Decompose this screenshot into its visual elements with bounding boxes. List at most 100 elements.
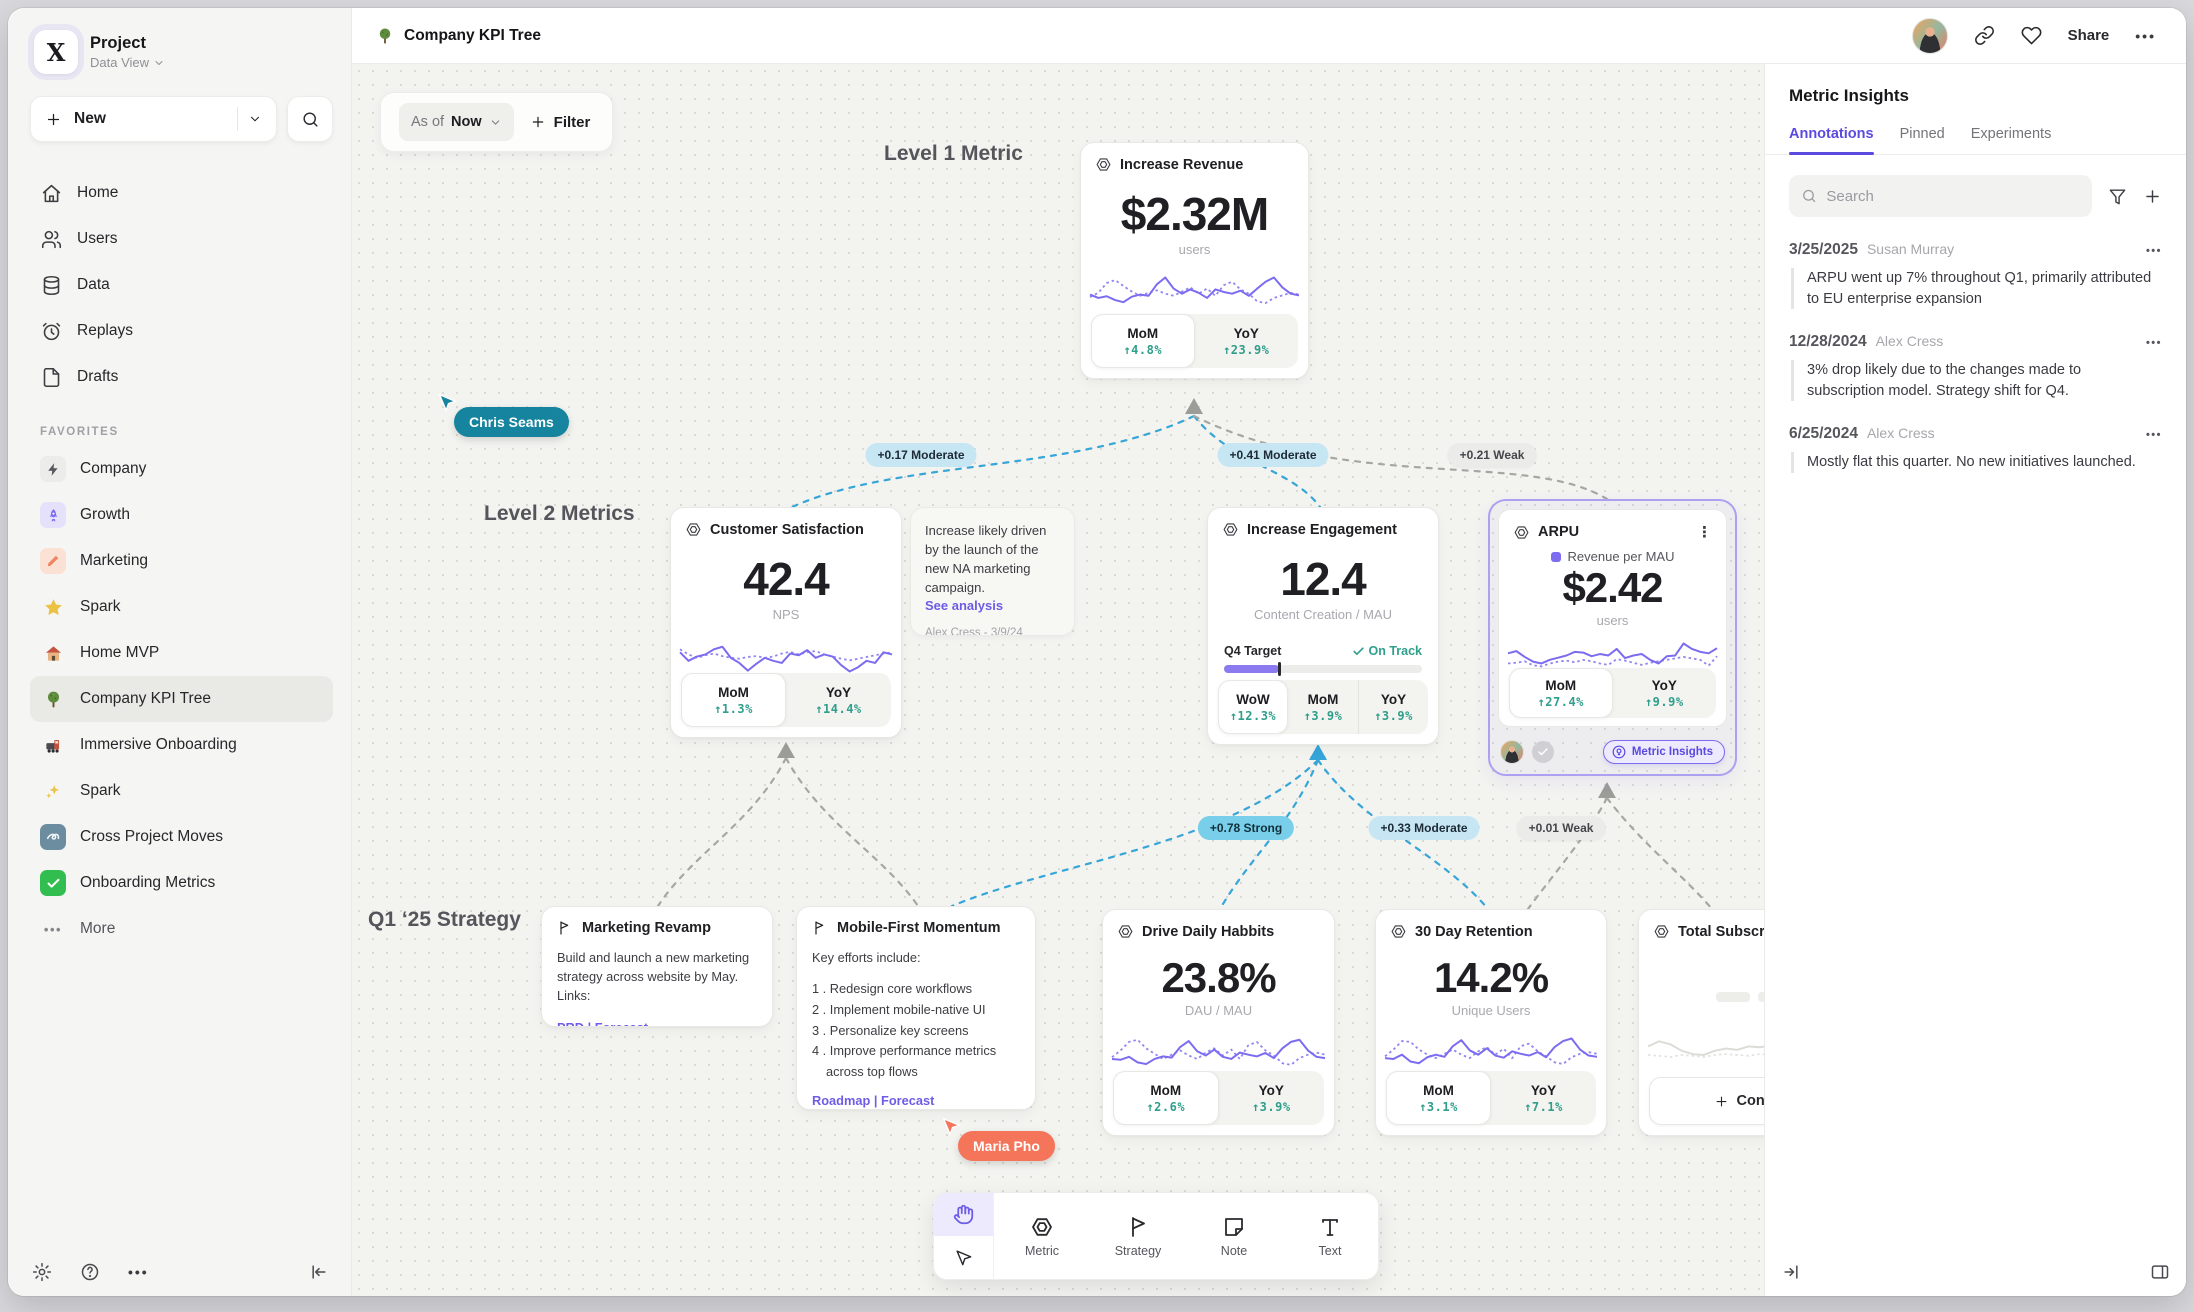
- metric-card-increase-engagement[interactable]: Increase Engagement 12.4 Content Creatio…: [1207, 507, 1439, 745]
- select-tool-button[interactable]: [934, 1236, 993, 1279]
- text-tool-button[interactable]: Text: [1282, 1193, 1378, 1279]
- metric-card-total-subscriptions[interactable]: Total Subscriptions Connect: [1638, 909, 1764, 1136]
- filter-button[interactable]: Filter: [530, 114, 595, 131]
- plus-icon: [1716, 1096, 1726, 1106]
- metric-value: $2.32M: [1120, 188, 1269, 240]
- collaborator-cursor-chris: Chris Seams: [436, 392, 569, 437]
- sidebar-item-spark-2[interactable]: Spark: [30, 768, 333, 814]
- canvas-toolbar: As of Now Filter: [380, 92, 614, 152]
- topbar: Company KPI Tree Share •••: [352, 8, 2186, 64]
- new-button-label: New: [74, 110, 106, 127]
- home-icon: [40, 182, 62, 204]
- sidebar-item-replays[interactable]: Replays: [30, 308, 333, 354]
- sidebar-item-company[interactable]: Company: [30, 446, 333, 492]
- edge-label-correlation: +0.01 Weak: [1516, 816, 1606, 840]
- kebab-menu-icon[interactable]: ⋮: [1697, 524, 1712, 541]
- metric-card-30-day-retention[interactable]: 30 Day Retention 14.2% Unique Users MoM ↑…: [1375, 909, 1607, 1136]
- heart-icon[interactable]: [2021, 25, 2042, 46]
- chevron-down-icon[interactable]: [248, 112, 262, 126]
- note-card[interactable]: Increase likely driven by the launch of …: [910, 507, 1075, 636]
- sidebar-item-users[interactable]: Users: [30, 216, 333, 262]
- filter-funnel-icon[interactable]: [2108, 187, 2127, 206]
- tab-experiments[interactable]: Experiments: [1970, 126, 2052, 142]
- new-button[interactable]: New: [30, 96, 277, 142]
- skeleton-bar: [1758, 992, 1764, 1002]
- strategy-links[interactable]: Roadmap | Forecast: [812, 1092, 935, 1108]
- sidebar-item-marketing[interactable]: Marketing: [30, 538, 333, 584]
- search-button[interactable]: [287, 96, 333, 142]
- as-of-value: Now: [451, 114, 482, 130]
- link-icon[interactable]: [1974, 25, 1995, 46]
- note-tool-button[interactable]: Note: [1186, 1193, 1282, 1279]
- metric-card-arpu-selected[interactable]: ARPU ⋮ Revenue per MAU $2.42 users MoM ↑27…: [1488, 499, 1737, 776]
- annotations-search[interactable]: [1789, 175, 2092, 217]
- sidebar-item-drafts[interactable]: Drafts: [30, 354, 333, 400]
- sidebar-item-spark[interactable]: Spark: [30, 584, 333, 630]
- metric-card-drive-daily-habbits[interactable]: Drive Daily Habbits 23.8% DAU / MAU MoM ↑…: [1102, 909, 1335, 1136]
- collaborator-cursor-maria: Maria Pho: [940, 1116, 1055, 1161]
- strategy-links[interactable]: PRD | Forecast: [542, 1006, 772, 1026]
- sidebar-item-company-kpi-tree[interactable]: Company KPI Tree: [30, 676, 333, 722]
- data-view-dropdown[interactable]: Data View: [90, 55, 165, 70]
- help-icon[interactable]: [80, 1262, 100, 1282]
- kpi-canvas[interactable]: As of Now Filter Level 1 Metric Level 2 …: [352, 64, 1764, 1296]
- annotation-date: 6/25/2024: [1789, 425, 1858, 443]
- sidebar-item-home-mvp[interactable]: Home MVP: [30, 630, 333, 676]
- annotation-item[interactable]: 12/28/2024 Alex Cress ••• 3% drop likely…: [1765, 309, 2186, 402]
- project-switcher[interactable]: X Project Data View: [30, 30, 333, 74]
- metric-card-customer-satisfaction[interactable]: Customer Satisfaction 42.4 NPS MoM ↑1.3% …: [670, 507, 902, 738]
- annotation-item[interactable]: 6/25/2024 Alex Cress ••• Mostly flat thi…: [1765, 401, 2186, 473]
- skeleton-bar: [1716, 992, 1750, 1002]
- annotation-menu-icon[interactable]: •••: [2145, 245, 2162, 257]
- see-analysis-link[interactable]: See analysis: [925, 598, 1004, 614]
- note-author: Alex Cress - 3/9/24: [925, 627, 1023, 636]
- sidebar-item-home[interactable]: Home: [30, 170, 333, 216]
- sidebar-item-growth[interactable]: Growth: [30, 492, 333, 538]
- collapse-sidebar-icon[interactable]: [309, 1262, 329, 1282]
- search-input[interactable]: [1826, 187, 2080, 205]
- sparkline-placeholder: [1648, 1018, 1764, 1072]
- collapse-panel-icon[interactable]: [1781, 1262, 1801, 1282]
- hand-icon: [953, 1204, 974, 1225]
- ellipsis-icon: •••: [43, 921, 63, 937]
- sidebar-item-data[interactable]: Data: [30, 262, 333, 308]
- add-annotation-icon[interactable]: [2143, 187, 2162, 206]
- metric-icon: [1223, 523, 1238, 536]
- metric-insights-button[interactable]: Metric Insights: [1602, 740, 1725, 764]
- connect-button[interactable]: Connect: [1649, 1077, 1764, 1125]
- metric-unit: Content Creation / MAU: [1253, 607, 1392, 622]
- strategy-tool-button[interactable]: Strategy: [1090, 1193, 1186, 1279]
- annotation-menu-icon[interactable]: •••: [2145, 429, 2162, 442]
- sidebar-item-cross-project-moves[interactable]: Cross Project Moves: [30, 814, 333, 860]
- gear-icon[interactable]: [32, 1262, 52, 1282]
- tab-pinned[interactable]: Pinned: [1899, 126, 1945, 142]
- annotation-menu-icon[interactable]: •••: [2145, 337, 2162, 350]
- sidebar-item-onboarding-metrics[interactable]: Onboarding Metrics: [30, 860, 333, 906]
- menu-icon[interactable]: •••: [2135, 27, 2156, 44]
- as-of-dropdown[interactable]: As of Now: [399, 103, 514, 141]
- target-progress-bar: [1224, 662, 1422, 676]
- metric-card-arpu[interactable]: ARPU ⋮ Revenue per MAU $2.42 users MoM ↑27…: [1498, 509, 1727, 727]
- more-options-icon[interactable]: •••: [128, 1264, 149, 1280]
- sidebar-item-label: Marketing: [80, 552, 149, 569]
- metric-tool-button[interactable]: Metric: [994, 1193, 1090, 1279]
- sidebar-item-label: Spark: [80, 782, 121, 799]
- tab-annotations[interactable]: Annotations: [1789, 126, 1874, 155]
- annotation-item[interactable]: 3/25/2025 Susan Murray ••• ARPU went up …: [1765, 217, 2186, 310]
- strategy-card-marketing-revamp[interactable]: Marketing Revamp Build and launch a new …: [541, 906, 773, 1027]
- user-avatar[interactable]: [1911, 17, 1948, 54]
- sidebar-item-more[interactable]: ••• More: [30, 906, 333, 952]
- stat-yoy: YoY ↑3.9%: [1358, 680, 1428, 734]
- search-icon: [1803, 189, 1816, 203]
- strategy-card-mobile-first-momentum[interactable]: Mobile-First Momentum Key efforts includ…: [796, 906, 1036, 1110]
- sidebar-item-label: Drafts: [77, 368, 119, 385]
- layout-panel-icon[interactable]: [2150, 1262, 2170, 1282]
- metric-card-increase-revenue[interactable]: Increase Revenue $2.32M users MoM ↑4.8% Y…: [1080, 142, 1309, 379]
- target-label: Q4 Target: [1224, 644, 1282, 658]
- list-item: 1 . Redesign core workflows: [812, 981, 973, 997]
- hand-tool-button[interactable]: [934, 1193, 993, 1236]
- sidebar-item-immersive-onboarding[interactable]: Immersive Onboarding: [30, 722, 333, 768]
- card-title: Total Subscriptions: [1678, 923, 1764, 940]
- app-window: X Project Data View New: [8, 8, 2186, 1296]
- share-button[interactable]: Share: [2067, 27, 2110, 44]
